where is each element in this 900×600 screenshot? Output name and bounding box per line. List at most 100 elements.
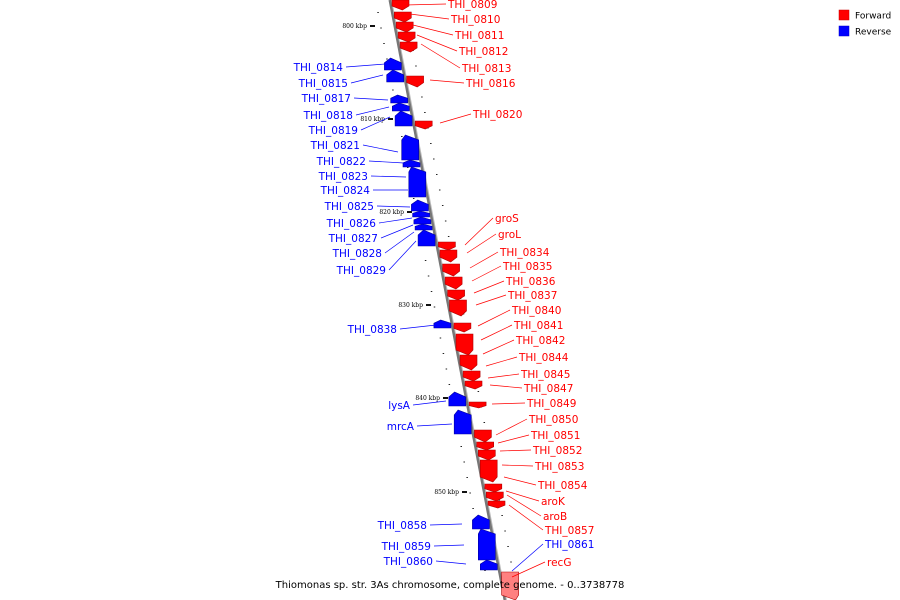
backbone-dash <box>433 306 436 308</box>
backbone-dash <box>487 585 489 587</box>
label-leader-line <box>475 294 507 306</box>
label-leader-line <box>429 79 465 84</box>
gene-labels: THI_0809 THI_0810 THI_0811 THI_0812 THI_0813… <box>293 0 595 569</box>
backbone-dash <box>463 461 465 463</box>
label-leader-line <box>511 561 546 578</box>
reverse-gene-label: THI_0815 <box>298 78 348 90</box>
reverse-gene-arrow <box>386 69 405 83</box>
scale-tick-label: 800 kbp <box>342 23 367 30</box>
forward-gene-arrow <box>464 380 483 390</box>
backbone-shade <box>391 0 507 600</box>
label-leader-line <box>416 423 453 427</box>
forward-gene-label: recG <box>547 557 571 569</box>
reverse-gene-label: THI_0825 <box>324 201 374 213</box>
reverse-gene-arrow <box>401 134 420 161</box>
label-leader-line <box>505 490 540 502</box>
backbone-dash <box>501 515 503 516</box>
forward-gene-arrow <box>487 500 506 509</box>
forward-gene-label: THI_0836 <box>505 276 556 288</box>
forward-gene-arrow <box>414 120 433 130</box>
forward-gene-arrow <box>406 75 424 88</box>
reverse-gene-arrow <box>448 391 467 407</box>
reverse-gene-arrow <box>390 94 409 104</box>
scale-tick-mark <box>443 397 448 399</box>
backbone-dash <box>469 492 471 494</box>
reverse-gene-arrow <box>394 110 413 127</box>
forward-gene-arrow <box>397 31 416 43</box>
reverse-gene-arrow <box>417 229 436 247</box>
forward-gene-label: THI_0813 <box>461 63 511 75</box>
label-leader-line <box>376 205 411 208</box>
scale-tick-mark <box>462 491 467 493</box>
label-leader-line <box>404 3 447 6</box>
forward-gene-label: THI_0851 <box>530 430 580 442</box>
scale-tick-label: 850 kbp <box>434 489 459 496</box>
backbone-dash <box>460 446 462 447</box>
scale-tick-mark <box>407 211 412 213</box>
label-leader-line <box>511 543 544 572</box>
label-leader-line <box>360 116 391 131</box>
backbone-dash <box>504 530 506 532</box>
forward-gene-label: THI_0811 <box>454 30 504 42</box>
legend: Forward Reverse <box>838 9 892 38</box>
reverse-gene-label: THI_0814 <box>293 62 344 74</box>
label-leader-line <box>508 504 544 531</box>
forward-gene-label: aroK <box>541 496 566 508</box>
reverse-gene-label: THI_0828 <box>332 248 382 260</box>
forward-gene-arrow <box>501 571 519 600</box>
forward-gene-arrow <box>438 241 456 251</box>
forward-gene-arrow <box>442 263 460 277</box>
label-leader-line <box>482 339 515 355</box>
reverse-gene-label: THI_0858 <box>377 520 427 532</box>
forward-gene-arrow <box>449 299 467 317</box>
backbone-dash <box>436 174 438 175</box>
forward-gene-arrow <box>393 11 412 23</box>
forward-gene-label: THI_0816 <box>465 78 516 90</box>
backbone-dash <box>445 368 448 370</box>
reverse-gene-label: THI_0818 <box>303 110 353 122</box>
reverse-gene-label: THI_0827 <box>328 233 378 245</box>
backbone-dash <box>483 422 486 423</box>
label-leader-line <box>409 13 450 20</box>
label-leader-line <box>416 34 458 52</box>
forward-gene-arrow <box>455 333 474 356</box>
label-leader-line <box>469 251 499 269</box>
reverse-gene-label: THI_0822 <box>316 156 366 168</box>
label-leader-line <box>380 224 414 239</box>
backbone-dash <box>412 198 415 199</box>
scale-ticks: 800 kbp 810 kbp 820 kbp 830 kbp 840 kbp 850 k… <box>342 23 467 496</box>
reverse-gene-arrow <box>391 102 410 112</box>
forward-gene-label: THI_0857 <box>544 525 594 537</box>
legend-label-forward: Forward <box>855 12 891 22</box>
reverse-gene-arrow <box>408 166 427 198</box>
backbone-dash <box>484 570 486 571</box>
reverse-gene-arrow <box>453 409 472 435</box>
scale-tick-label: 820 kbp <box>379 209 404 216</box>
label-leader-line <box>412 400 447 406</box>
scale-tick-mark <box>370 25 375 27</box>
backbone-dash <box>498 499 500 501</box>
scale-tick-label: 810 kbp <box>360 116 385 123</box>
forward-gene-arrow <box>459 354 478 371</box>
backbone-dash <box>386 58 388 60</box>
label-leader-line <box>499 449 532 452</box>
reverse-gene-arrow <box>402 159 421 168</box>
backbone-dash <box>424 112 426 113</box>
forward-gene-label: THI_0812 <box>458 46 508 58</box>
reverse-gene-arrow <box>411 199 429 212</box>
scale-tick-label: 840 kbp <box>415 395 440 402</box>
reverse-gene-label: THI_0860 <box>383 556 433 568</box>
forward-gene-label: aroB <box>543 511 567 523</box>
forward-gene-label: THI_0834 <box>499 247 550 259</box>
label-leader-line <box>399 324 437 330</box>
backbone-dash <box>424 260 427 261</box>
label-leader-line <box>370 175 407 178</box>
backbone-dash <box>377 12 379 13</box>
backbone-dash <box>447 236 450 237</box>
forward-gene-label: groL <box>498 229 521 241</box>
forward-gene-label: THI_0854 <box>537 480 588 492</box>
label-leader-line <box>466 233 497 254</box>
backbone-dash <box>438 189 441 191</box>
forward-gene-arrow <box>439 249 458 263</box>
forward-gene-arrow <box>444 276 463 290</box>
